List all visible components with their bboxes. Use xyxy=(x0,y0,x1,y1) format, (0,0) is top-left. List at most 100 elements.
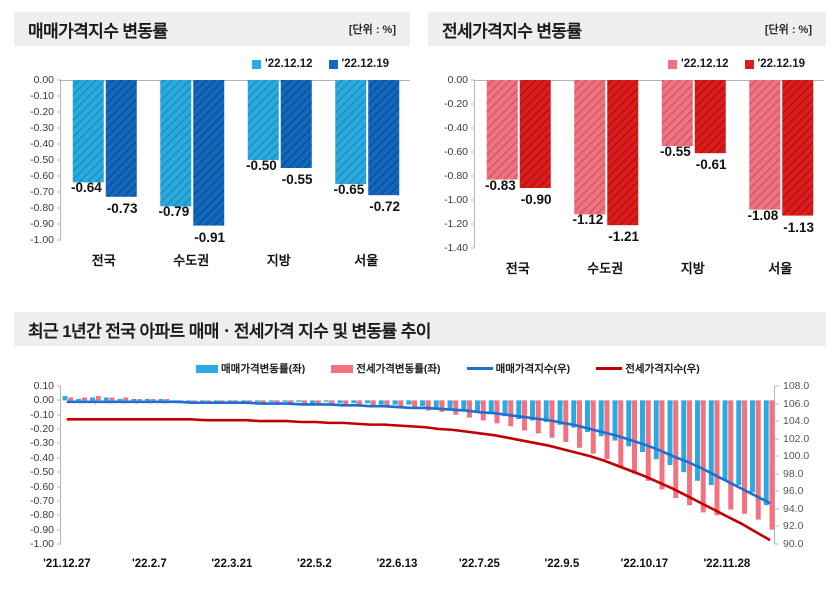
y-axis-right-tick-label: 98.0 xyxy=(783,467,804,480)
y-axis-tick-label: -0.30 xyxy=(30,122,54,134)
sale-panel-unit: [단위 : %] xyxy=(348,24,396,36)
y-axis-left-tick-mark xyxy=(57,471,61,473)
y-axis-right-tick-label: 102.0 xyxy=(783,432,810,445)
bar-value-label: -1.21 xyxy=(608,229,640,245)
trend-legend: 매매가격변동률(좌) 전세가격변동률(좌) 매매가격지수(우) 전세가격지수(우… xyxy=(196,361,700,376)
y-axis-right-line xyxy=(774,386,775,544)
x-axis-tick-label-1: '22.2.7 xyxy=(132,558,167,570)
trend-legend-item-3: 전세가격지수(우) xyxy=(596,361,700,376)
y-axis-tick-label: -0.60 xyxy=(444,146,468,158)
jeonse-legend-label-0: '22.12.12 xyxy=(681,58,729,70)
sale-change-chart: 0.00 -0.10 -0.20 -0.30 -0.40 -0.50 -0.60 -0.70 -… xyxy=(14,70,414,270)
jeonse-legend: '22.12.12 '22.12.19 xyxy=(668,58,805,70)
x-axis-tick-label-4: '22.6.13 xyxy=(376,558,418,570)
x-axis-tick-label-0: '21.12.27 xyxy=(43,558,91,570)
y-axis-right-tick-label: 104.0 xyxy=(783,415,810,428)
y-axis-right-tick-label: 96.0 xyxy=(783,485,804,498)
y-axis-right-tick-label: 100.0 xyxy=(783,450,810,463)
y-axis-left-tick-label: -0.80 xyxy=(30,509,54,522)
y-axis-right-tick-label: 92.0 xyxy=(783,520,804,533)
y-axis-right-tick-mark xyxy=(775,543,779,545)
trend-legend-item-2: 매매가격지수(우) xyxy=(466,361,571,376)
bar-value-label: -1.13 xyxy=(783,219,815,235)
sale-legend: '22.12.12 '22.12.19 xyxy=(252,58,389,70)
x-axis-tick-label-6: '22.9.5 xyxy=(544,558,580,570)
category-label-3: 서울 xyxy=(354,253,379,268)
bar-value-label: -0.61 xyxy=(695,157,727,173)
legend-swatch-icon xyxy=(331,364,354,373)
jeonse-legend-label-1: '22.12.19 xyxy=(757,58,806,70)
y-axis-left-tick-label: -0.10 xyxy=(30,408,54,421)
y-axis-right-tick-mark xyxy=(775,403,779,405)
y-axis-tick-label: -0.80 xyxy=(30,202,54,214)
y-axis-right-tick-label: 106.0 xyxy=(783,397,810,410)
bar-value-label: -0.64 xyxy=(70,180,102,196)
sale-legend-item-0: '22.12.12 xyxy=(252,58,313,70)
legend-line-icon xyxy=(466,367,493,370)
y-axis-tick-mark xyxy=(57,191,61,193)
y-axis-tick-mark xyxy=(471,103,475,105)
x-axis-tick-label-7: '22.10.17 xyxy=(620,558,669,570)
y-axis-tick-label: -0.80 xyxy=(444,170,468,182)
y-axis-tick-mark xyxy=(57,239,61,241)
y-axis-left-tick-label: 0.00 xyxy=(33,394,54,407)
bars-group xyxy=(486,80,814,226)
sale-panel-header: 매매가격지수 변동률 [단위 : %] xyxy=(14,12,410,46)
category-label-1: 수도권 xyxy=(173,253,210,268)
y-axis-left-tick-label: -0.20 xyxy=(30,423,54,436)
y-axis-tick-label: -0.10 xyxy=(30,90,54,102)
y-axis-tick-label: -1.20 xyxy=(444,218,468,230)
bar-value-label: -1.08 xyxy=(747,207,779,223)
bar-value-label: -0.91 xyxy=(194,229,226,245)
bar-value-label: -0.83 xyxy=(484,177,516,193)
y-axis-tick-mark xyxy=(471,199,475,201)
y-axis-left-tick-label: -1.00 xyxy=(30,538,54,550)
y-axis-tick-label: -0.40 xyxy=(444,122,468,134)
y-axis-left-tick-mark xyxy=(57,529,61,531)
y-axis-left-tick-label: -0.30 xyxy=(30,437,54,450)
y-axis-tick-mark xyxy=(57,79,61,81)
plot-area: 0.10 0.00 -0.10 -0.20 -0.30 -0.40 -0.50 -0.60 -0… xyxy=(30,380,809,550)
bar-value-label: -1.12 xyxy=(572,212,604,228)
y-axis-left-tick-mark xyxy=(57,543,61,545)
y-axis-left-tick-label: -0.50 xyxy=(30,466,54,479)
trend-legend-label-2: 매매가격지수(우) xyxy=(495,363,571,375)
y-axis-right-tick-mark xyxy=(775,508,779,510)
y-axis-left-tick-label: 0.10 xyxy=(33,380,54,392)
x-axis-tick-label-3: '22.5.2 xyxy=(297,558,332,570)
y-axis-right-tick-label: 94.0 xyxy=(783,502,804,515)
plot-area: 0.00 -0.10 -0.20 -0.30 -0.40 -0.50 -0.60 -0.70 -… xyxy=(30,74,410,246)
y-axis-tick-mark xyxy=(57,175,61,177)
y-axis-right-tick-mark xyxy=(775,455,779,457)
category-label-0: 전국 xyxy=(91,253,116,268)
y-axis-tick-label: -1.00 xyxy=(444,194,468,206)
y-axis-tick-label: -0.90 xyxy=(30,218,54,230)
category-label-2: 지방 xyxy=(680,261,705,276)
y-axis-tick-label: -0.50 xyxy=(30,154,54,166)
x-axis-tick-label-8: '22.11.28 xyxy=(703,558,751,570)
y-axis-left-tick-label: -0.40 xyxy=(30,451,54,464)
trend-panel-header: 최근 1년간 전국 아파트 매매ㆍ전세가격 지수 및 변동률 추이 xyxy=(14,312,826,346)
y-axis-tick-mark xyxy=(57,159,61,161)
category-label-3: 서울 xyxy=(768,261,793,276)
bar-value-label: -0.65 xyxy=(333,182,365,197)
y-axis-left-tick-mark xyxy=(57,486,61,488)
legend-line-icon xyxy=(596,367,623,370)
y-axis-left-tick-mark xyxy=(57,457,61,459)
y-axis-right-tick-mark xyxy=(775,525,779,527)
y-axis-tick-mark xyxy=(57,223,61,225)
jeonse-panel-title: 전세가격지수 변동률 xyxy=(442,21,582,41)
trend-panel-title: 최근 1년간 전국 아파트 매매ㆍ전세가격 지수 및 변동률 추이 xyxy=(28,321,431,341)
y-axis-tick-label: -0.70 xyxy=(30,186,54,198)
zero-axis-line xyxy=(475,80,824,81)
bars-group xyxy=(72,80,400,226)
sale-legend-item-1: '22.12.19 xyxy=(328,58,389,70)
bar-value-label: -0.50 xyxy=(245,158,277,173)
series-group xyxy=(62,396,775,541)
y-axis-tick-mark xyxy=(57,95,61,97)
y-axis-left-tick-mark xyxy=(57,514,61,516)
y-axis-left-tick-label: -0.70 xyxy=(30,494,54,507)
legend-swatch-icon xyxy=(744,59,754,69)
y-axis-left-tick-mark xyxy=(57,385,61,387)
